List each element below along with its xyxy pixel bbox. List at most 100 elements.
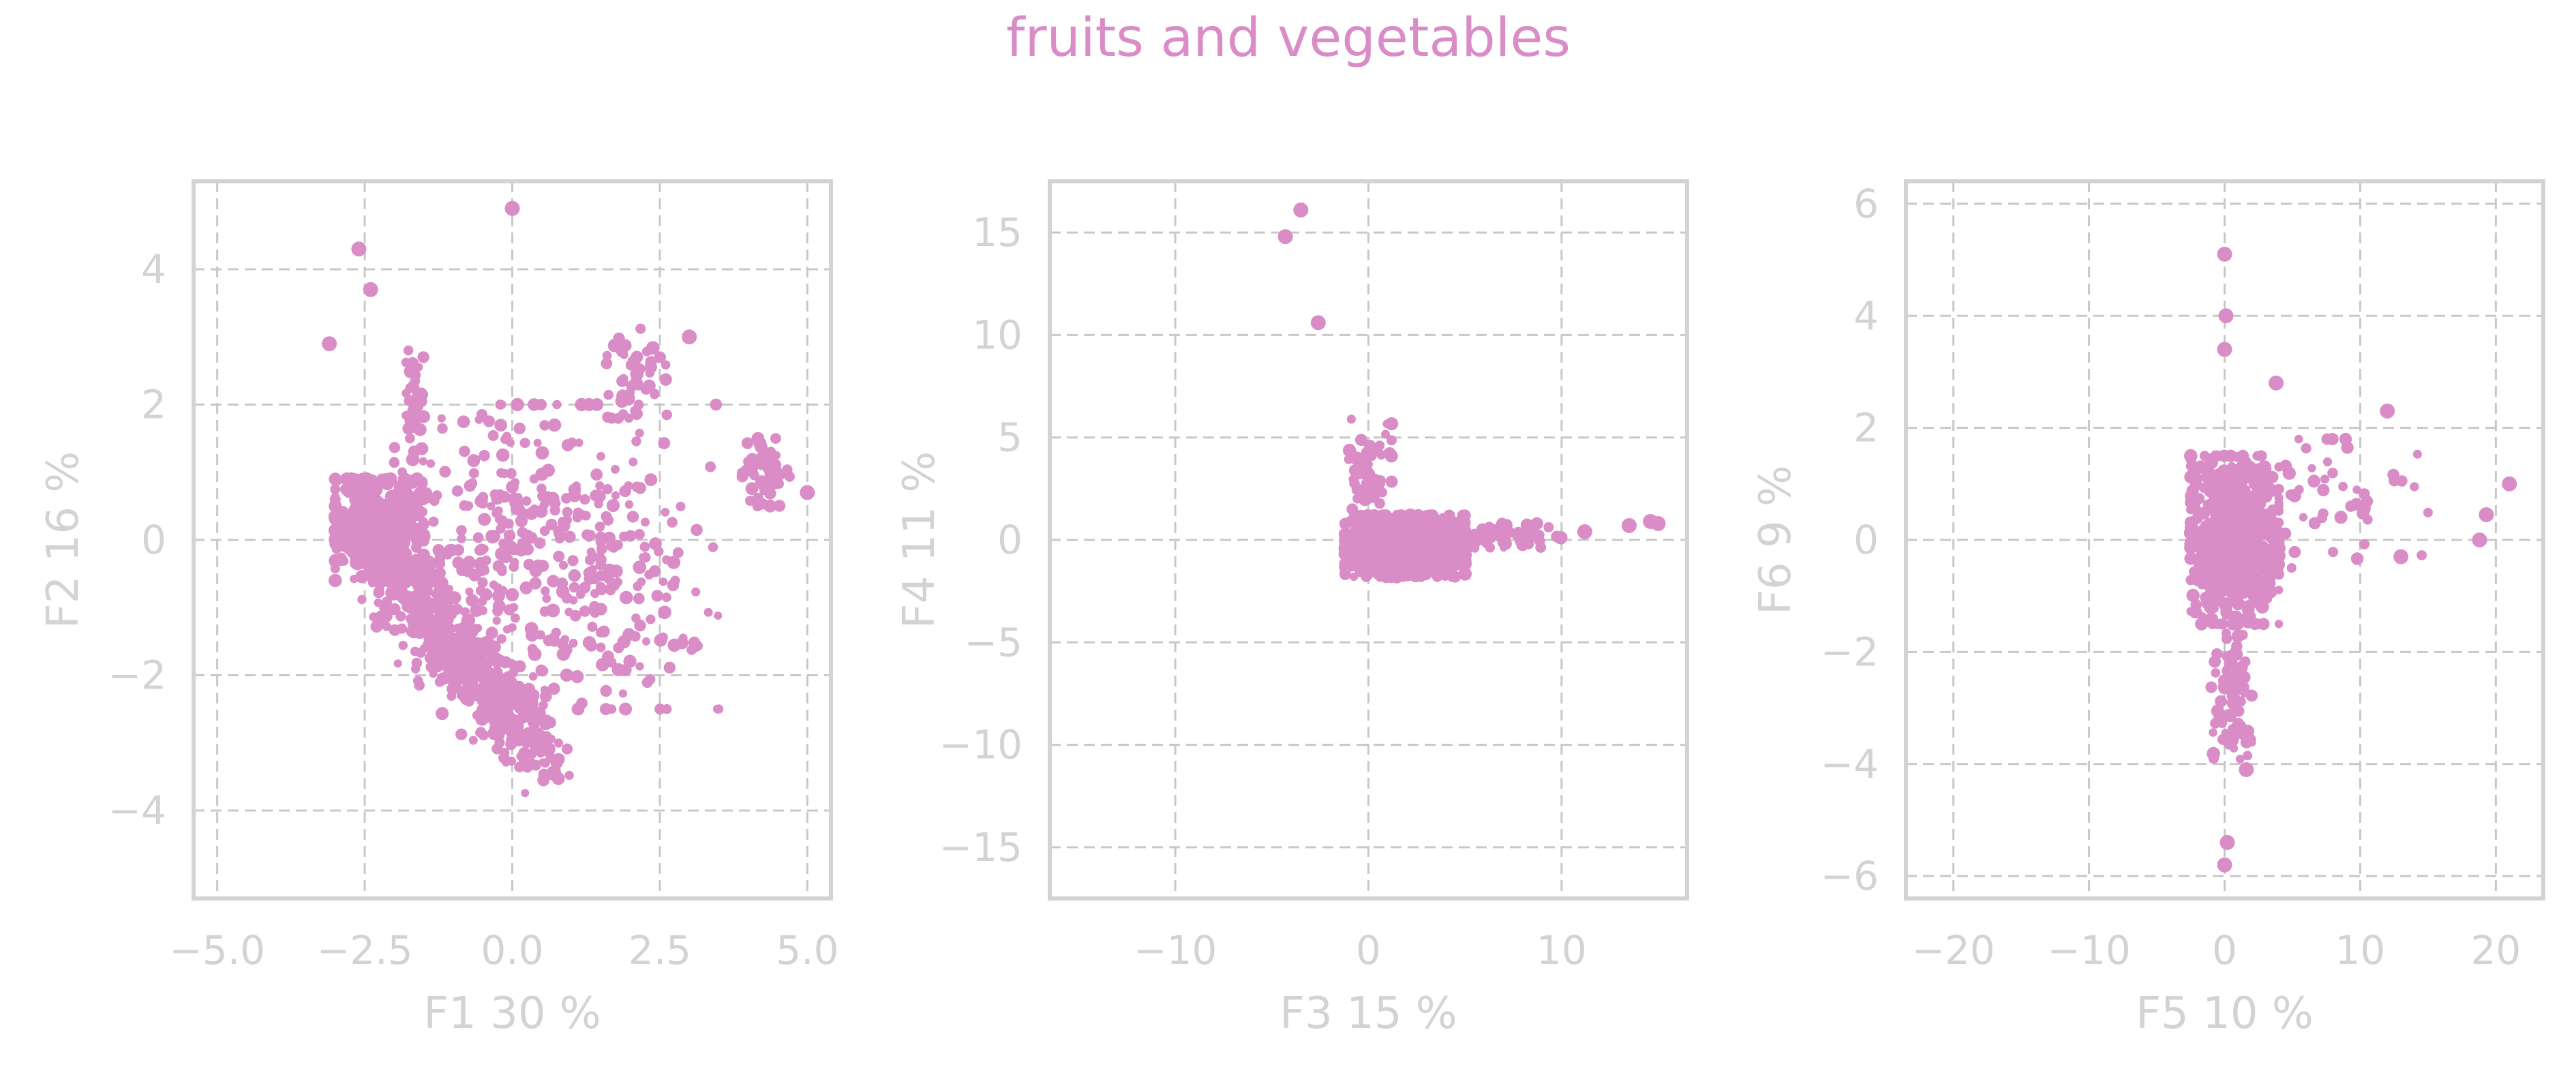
- data-point: [406, 625, 418, 637]
- data-point: [494, 419, 507, 432]
- data-point: [331, 474, 343, 486]
- data-point: [409, 369, 421, 381]
- data-point: [654, 546, 664, 557]
- data-point: [410, 646, 420, 656]
- data-point: [429, 614, 443, 627]
- data-point: [491, 652, 502, 664]
- data-point: [401, 599, 413, 611]
- data-point-outlier: [1310, 315, 1326, 331]
- data-point: [455, 630, 469, 644]
- data-point: [452, 556, 465, 569]
- data-point: [1383, 447, 1396, 460]
- data-point: [2229, 523, 2240, 534]
- y-tick-label: −6: [1821, 853, 1879, 899]
- data-point: [543, 635, 555, 647]
- data-point: [528, 647, 542, 661]
- data-point: [737, 467, 748, 479]
- data-point: [515, 701, 528, 715]
- data-point: [1348, 475, 1357, 483]
- data-point: [2226, 485, 2236, 496]
- data-point: [661, 360, 671, 370]
- data-point: [658, 437, 671, 449]
- data-point: [642, 637, 650, 646]
- data-point: [2230, 619, 2241, 629]
- data-point: [537, 716, 546, 725]
- data-point: [658, 577, 668, 586]
- data-point: [467, 626, 479, 638]
- data-point: [461, 614, 476, 627]
- data-point: [404, 433, 415, 444]
- data-point: [2274, 620, 2284, 629]
- data-point: [397, 467, 407, 477]
- data-point: [2188, 465, 2199, 476]
- x-axis-label: F5 10 %: [2136, 988, 2313, 1039]
- plot-frame: [1904, 179, 2545, 901]
- scatter-panel-2: −10 0 10 −15 −10 −5 0 5 10 15 F3 15 % F4 11 %: [894, 179, 1689, 1039]
- plot-frame: [192, 179, 833, 901]
- data-point: [389, 535, 402, 549]
- data-point-outlier: [2479, 507, 2494, 523]
- data-point: [589, 601, 600, 611]
- data-point: [596, 658, 609, 671]
- data-point: [596, 586, 607, 596]
- data-point: [1371, 484, 1380, 494]
- data-point: [2186, 588, 2200, 603]
- data-point: [2274, 586, 2284, 594]
- data-point-outlier: [2269, 375, 2284, 391]
- data-point: [401, 357, 411, 367]
- data-point: [2242, 542, 2255, 556]
- data-point: [527, 706, 536, 714]
- data-point: [443, 659, 455, 671]
- data-point: [1414, 556, 1425, 567]
- data-point: [500, 748, 510, 758]
- data-point: [410, 527, 419, 537]
- data-point: [1410, 543, 1422, 556]
- data-point: [594, 522, 605, 532]
- data-point: [449, 640, 458, 649]
- data-point: [519, 755, 530, 766]
- data-point: [633, 363, 646, 376]
- data-point: [2221, 552, 2232, 564]
- data-point: [2185, 496, 2197, 509]
- data-point: [645, 674, 656, 685]
- data-point: [1530, 517, 1543, 530]
- data-point: [1372, 539, 1381, 548]
- data-point: [567, 555, 579, 566]
- data-point: [2230, 476, 2243, 489]
- data-point-outlier: [546, 766, 562, 781]
- data-point: [528, 398, 541, 411]
- data-point: [2204, 532, 2217, 546]
- data-point: [539, 420, 550, 431]
- data-point: [552, 753, 565, 766]
- data-point-outlier: [2239, 761, 2254, 777]
- data-point: [613, 412, 624, 424]
- data-point: [442, 549, 453, 560]
- data-point: [553, 526, 562, 536]
- data-point: [459, 445, 470, 457]
- data-point: [2243, 751, 2253, 761]
- data-point: [572, 481, 581, 490]
- data-point: [468, 468, 479, 479]
- data-point: [2207, 746, 2220, 761]
- data-point: [2320, 474, 2330, 484]
- data-point: [1522, 525, 1536, 539]
- data-point: [511, 397, 524, 412]
- data-point: [2234, 530, 2247, 544]
- data-point: [590, 468, 603, 481]
- data-point: [416, 571, 428, 582]
- data-point: [569, 639, 578, 648]
- data-point: [452, 674, 461, 684]
- data-point: [479, 544, 489, 554]
- data-point: [564, 770, 574, 781]
- data-point: [604, 704, 614, 714]
- data-point: [492, 599, 506, 613]
- data-point: [587, 621, 598, 632]
- data-point: [1360, 568, 1374, 581]
- data-point: [536, 560, 549, 572]
- data-point: [2282, 466, 2296, 480]
- data-point: [541, 758, 550, 768]
- data-point: [462, 674, 474, 686]
- data-point: [2224, 739, 2235, 750]
- data-point: [2241, 510, 2251, 519]
- data-point: [569, 581, 580, 593]
